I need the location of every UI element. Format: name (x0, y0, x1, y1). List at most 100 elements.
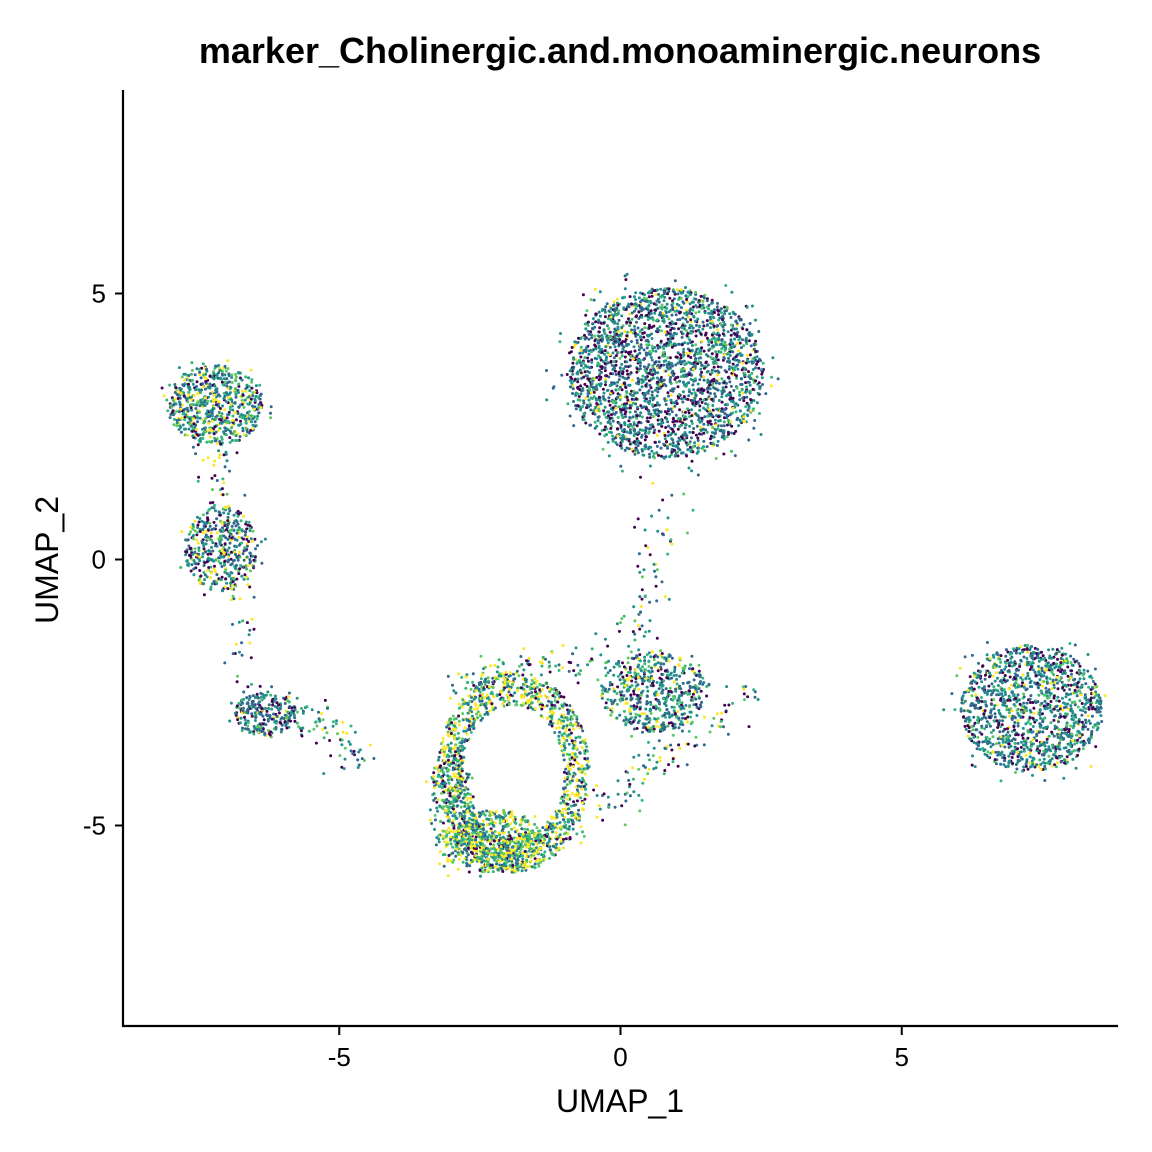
data-point (201, 385, 205, 389)
data-point (283, 702, 287, 705)
data-point (225, 528, 228, 532)
data-point (539, 673, 543, 677)
data-point (642, 335, 646, 339)
data-point (250, 714, 254, 718)
data-point (720, 311, 723, 315)
data-point (1058, 747, 1062, 751)
data-point (667, 394, 671, 398)
data-point (1044, 686, 1048, 690)
data-point (240, 729, 244, 732)
data-point (638, 414, 642, 418)
data-point (602, 360, 605, 364)
data-point (974, 728, 978, 732)
data-point (634, 298, 638, 302)
data-point (512, 856, 516, 860)
data-point (437, 755, 441, 759)
data-point (625, 360, 629, 364)
data-point (564, 823, 568, 827)
data-point (1074, 766, 1078, 770)
data-point (1069, 724, 1073, 728)
data-point (705, 370, 709, 374)
data-point (692, 427, 696, 430)
data-point (338, 754, 342, 758)
data-point (574, 407, 578, 411)
data-point (1010, 756, 1014, 759)
data-point (1038, 678, 1042, 682)
data-point (638, 367, 642, 371)
data-point (557, 734, 561, 738)
data-point (1003, 667, 1007, 671)
data-point (559, 332, 562, 335)
data-point (1030, 759, 1034, 763)
data-point (1065, 733, 1069, 737)
data-point (620, 446, 624, 450)
data-point (453, 737, 457, 741)
data-point (620, 671, 624, 674)
data-point (213, 503, 216, 507)
data-point (202, 564, 206, 567)
data-point (433, 818, 437, 822)
data-point (694, 697, 698, 701)
data-point (1063, 671, 1067, 675)
data-point (565, 783, 569, 787)
data-point (538, 660, 542, 664)
data-point (212, 372, 216, 376)
data-point (1071, 718, 1075, 722)
data-point (613, 805, 617, 809)
data-point (300, 734, 304, 738)
data-point (235, 545, 238, 549)
data-point (974, 693, 978, 697)
data-point (700, 346, 704, 350)
data-point (593, 420, 597, 424)
data-point (172, 417, 176, 421)
data-point (258, 383, 262, 387)
data-point (1076, 753, 1080, 757)
data-point (568, 379, 572, 383)
data-point (607, 396, 611, 400)
data-point (706, 403, 710, 407)
data-point (460, 675, 464, 679)
data-point (697, 416, 701, 420)
data-point (980, 732, 984, 736)
data-point (564, 767, 568, 771)
data-point (190, 361, 194, 365)
data-point (562, 795, 566, 799)
data-point (472, 707, 476, 711)
data-point (525, 659, 529, 663)
data-point (222, 481, 226, 485)
data-point (587, 398, 591, 402)
data-point (602, 412, 606, 416)
data-point (501, 854, 505, 858)
data-point (633, 632, 637, 636)
data-point (507, 674, 511, 678)
data-point (635, 437, 639, 441)
data-point (172, 423, 176, 427)
data-point (546, 696, 550, 700)
data-point (702, 406, 706, 410)
data-point (607, 803, 611, 807)
data-point (562, 837, 565, 841)
data-point (995, 742, 998, 746)
data-point (741, 685, 745, 689)
data-point (493, 663, 497, 667)
data-point (462, 746, 466, 750)
data-point (694, 343, 698, 347)
data-point (233, 401, 237, 405)
data-point (753, 695, 757, 699)
data-point (1060, 680, 1064, 684)
data-point (1031, 701, 1035, 704)
data-point (515, 700, 519, 704)
data-point (583, 797, 587, 801)
data-point (975, 676, 979, 680)
data-point (568, 794, 571, 798)
data-point (704, 361, 708, 365)
data-point (663, 746, 667, 750)
data-point (692, 314, 696, 318)
data-point (535, 685, 539, 689)
data-point (668, 686, 672, 690)
data-point (723, 305, 726, 309)
data-point (545, 398, 549, 402)
data-point (581, 351, 585, 355)
data-point (599, 358, 603, 362)
data-point (248, 551, 252, 555)
